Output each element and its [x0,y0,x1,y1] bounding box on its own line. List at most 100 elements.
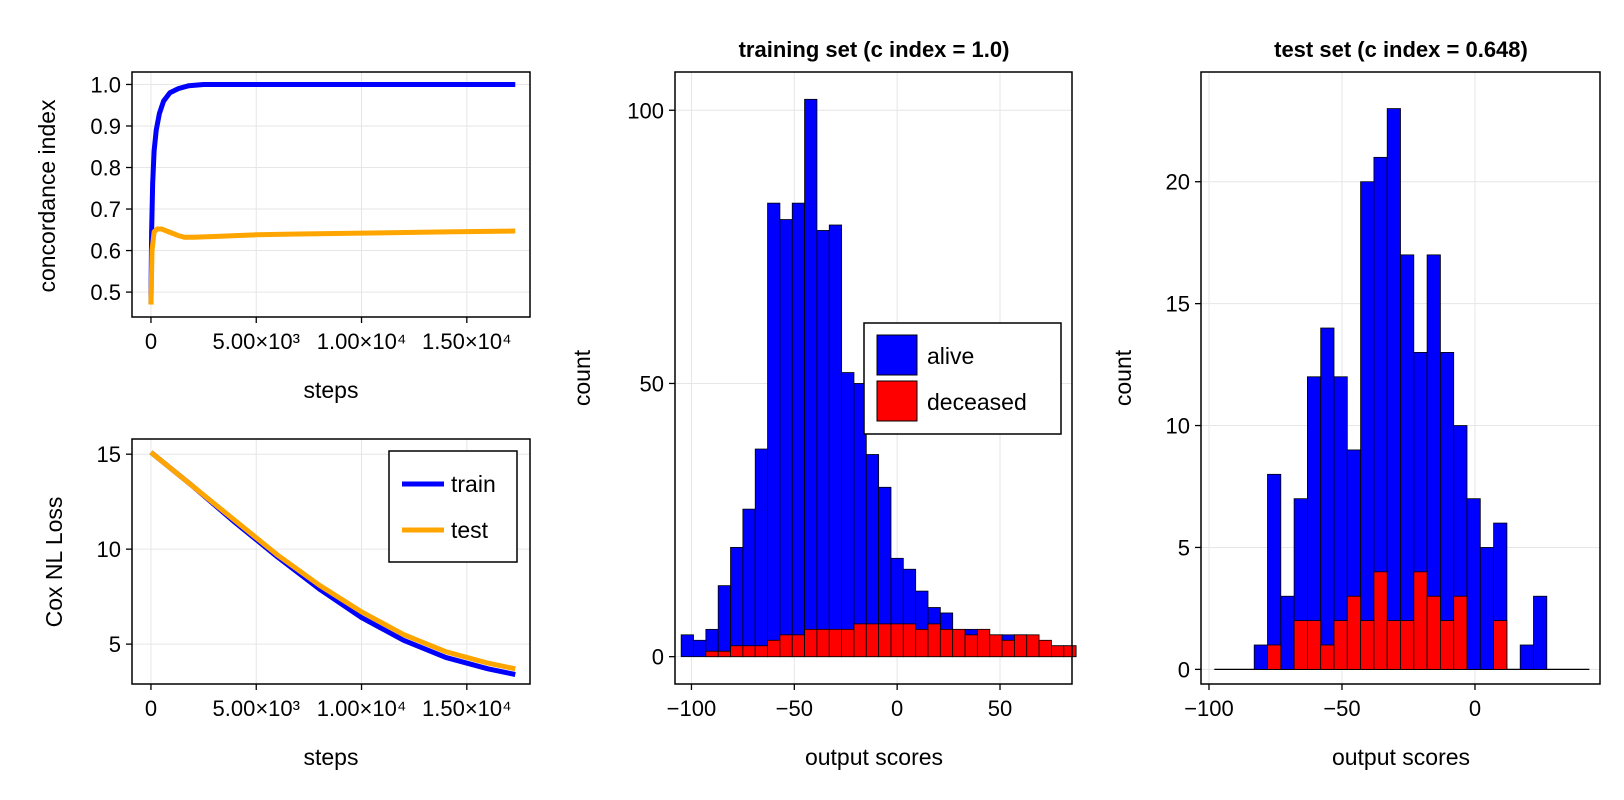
test_hist-deceased-bar [1453,595,1468,670]
test-hist-x-ticks: −100 −50 0 [1184,684,1481,721]
test_hist-alive-bar [1267,473,1282,670]
train-hist-panel: training set (c index = 1.0) −100 −50 0 50 … [569,37,1077,770]
cindex-x-ticks: 0 5.00×10³ 1.00×10⁴ 1.50×10⁴ [145,317,512,354]
train-hist-plot-frame [674,71,1073,685]
train_hist-deceased-bar [1001,639,1015,658]
test_hist-deceased-bar [1346,595,1362,670]
test_hist-deceased-bar [1493,620,1508,670]
loss-legend: train test [388,450,518,563]
loss-x-tick-label: 1.50×10⁴ [422,696,512,721]
loss-x-axis-label: steps [304,744,359,770]
train-hist-legend-alive-label: alive [927,343,974,369]
cindex-y-axis-label: concordance index [34,99,60,293]
train-hist-title: training set (c index = 1.0) [739,37,1010,62]
train_hist-deceased-bar [853,623,867,658]
train_hist-deceased-bar [841,628,855,658]
train-hist-x-axis-label: output scores [805,744,943,770]
train_hist-deceased-bar [1063,645,1077,658]
test_hist-deceased-bar [1413,571,1428,670]
train_hist-alive-bar [779,219,793,658]
test_hist-deceased-bar [1307,620,1322,670]
loss-x-ticks: 0 5.00×10³ 1.00×10⁴ 1.50×10⁴ [145,684,512,721]
train_hist-deceased-bar [705,650,719,658]
train-hist-y-ticks: 0 50 100 [627,98,675,670]
train_hist-alive-bar [680,634,694,658]
train_hist-alive-bar [828,224,843,658]
cindex-grid [132,72,530,317]
train_hist-deceased-bar [927,623,941,658]
train_hist-deceased-bar [779,634,793,658]
train_hist-y-tick-label: 0 [652,645,664,670]
cindex-panel: 0 5.00×10³ 1.00×10⁴ 1.50×10⁴ 0.50.60.70.80.… [34,71,531,403]
test_hist-y-tick-label: 20 [1166,170,1190,195]
test_hist-deceased-bar [1293,620,1308,670]
loss-y-ticks: 5 10 15 [97,442,132,657]
test-hist-x-axis-label: output scores [1332,744,1470,770]
train-hist-x-ticks: −100 −50 0 50 [667,684,1012,721]
test_hist-deceased-bar [1440,620,1455,670]
loss-panel: 0 5.00×10³ 1.00×10⁴ 1.50×10⁴ 5 10 15 steps Co… [41,438,531,770]
train_hist-x-tick-label: 50 [988,696,1012,721]
train_hist-alive-bar [791,202,805,658]
train_hist-deceased-bar [915,628,929,658]
test_hist-x-tick-label: −50 [1323,696,1360,721]
train_hist-x-tick-label: −50 [776,696,813,721]
cindex-y-tick-label: 0.7 [90,197,121,222]
loss-x-tick-label: 1.00×10⁴ [317,696,407,721]
train_hist-deceased-bar [767,639,781,658]
train-hist-legend-deceased-label: deceased [927,389,1027,415]
loss-legend-box [388,450,518,563]
cindex-y-ticks: 0.5 0.6 0.7 0.8 0.9 1.0 [90,72,132,305]
train_hist-alive-bar [730,546,744,658]
train_hist-deceased-bar [976,628,991,658]
loss-y-tick-label: 5 [109,632,121,657]
train-hist-bars [680,98,1077,658]
train_hist-x-tick-label: −100 [667,696,717,721]
train_hist-deceased-bar [816,628,830,658]
loss-test-line [149,450,516,672]
test_hist-alive-bar [1519,644,1534,670]
train_hist-alive-bar [717,585,731,658]
test-hist-y-axis-label: count [1110,349,1136,406]
train-hist-legend-deceased-swatch [876,380,918,422]
test_hist-deceased-bar [1333,620,1348,670]
train_hist-alive-bar [754,448,768,658]
test_hist-y-tick-label: 10 [1166,414,1190,439]
cindex-y-tick-label: 0.9 [90,114,121,139]
loss-plot-frame [131,438,531,685]
train_hist-deceased-bar [1014,634,1028,658]
train_hist-deceased-bar [791,634,805,658]
train-hist-y-axis-label: count [569,349,595,406]
test_hist-x-tick-label: −100 [1184,696,1234,721]
train_hist-alive-bar [841,372,855,658]
train_hist-alive-bar [816,230,830,658]
train_hist-y-tick-label: 50 [640,371,664,396]
train_hist-deceased-bar [1051,645,1065,658]
cindex-y-tick-label: 1.0 [90,72,121,97]
cindex-x-axis-label: steps [304,377,359,403]
test_hist-alive-bar [1479,547,1495,670]
cindex-train-line [148,81,516,305]
loss-series [149,450,516,677]
test_hist-alive-bar [1253,644,1268,670]
cindex-series [148,81,516,305]
train_hist-deceased-bar [878,623,892,658]
test-hist-plot-frame [1200,71,1601,685]
test_hist-deceased-bar [1386,620,1401,670]
train_hist-deceased-bar [742,645,756,658]
train_hist-deceased-bar [952,628,966,658]
loss-y-tick-label: 10 [97,537,121,562]
train_hist-deceased-bar [717,650,731,658]
train_hist-deceased-bar [939,628,954,658]
loss-y-tick-label: 15 [97,442,121,467]
test_hist-deceased-bar [1426,595,1441,670]
loss-legend-train-label: train [451,471,496,497]
test_hist-y-tick-label: 0 [1178,657,1190,682]
test-hist-bars [1214,108,1590,670]
train_hist-x-tick-label: 0 [891,696,903,721]
cindex-x-tick-label: 5.00×10³ [213,329,300,354]
test_hist-deceased-bar [1320,644,1335,670]
train_hist-alive-bar [742,508,756,658]
train_hist-deceased-bar [1038,639,1052,658]
